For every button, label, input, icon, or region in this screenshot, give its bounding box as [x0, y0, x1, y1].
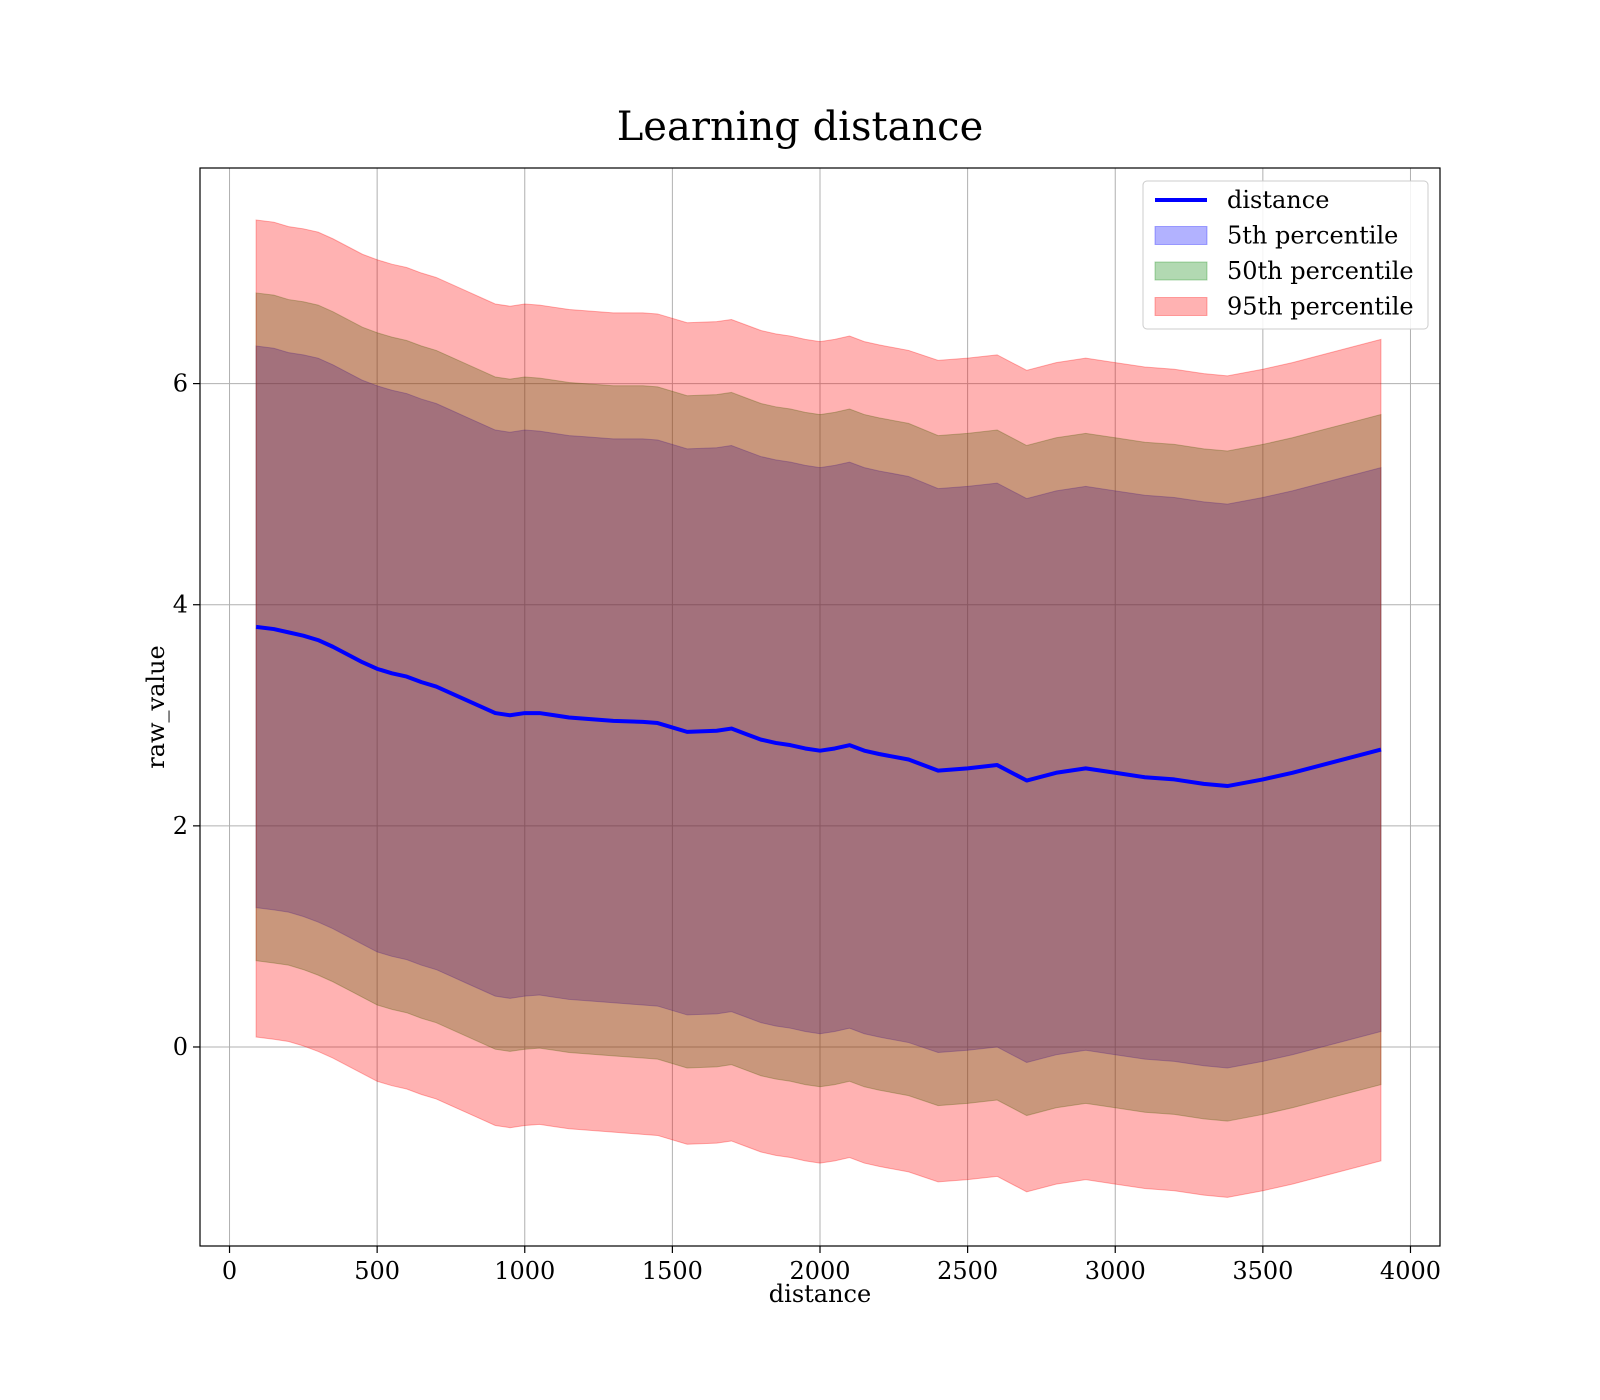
x-tick-label: 0 [222, 1257, 237, 1285]
line-distance [255, 624, 1382, 789]
x-tick-label: 3500 [1232, 1257, 1293, 1285]
x-tick-label: 3000 [1085, 1257, 1146, 1285]
legend-label: 50th percentile [1227, 257, 1414, 285]
chart-title: Learning distance [617, 104, 984, 150]
x-tick-label: 2000 [789, 1257, 850, 1285]
legend-item-50th-percentile: 50th percentile [1154, 257, 1414, 285]
y-tick-label: 6 [173, 370, 188, 398]
y-tick-label: 4 [173, 591, 188, 619]
legend-label: distance [1227, 186, 1329, 214]
legend-box [1142, 180, 1429, 330]
legend-swatch [1154, 297, 1208, 316]
legend-swatch [1154, 261, 1208, 281]
x-tick-label: 2500 [937, 1257, 998, 1285]
x-tick-label: 1000 [494, 1257, 555, 1285]
bands [255, 219, 1382, 1198]
legend-item-95th-percentile: 95th percentile [1154, 293, 1414, 321]
legend-item-distance: distance [1155, 186, 1329, 214]
band-95th-percentile [255, 219, 1382, 1198]
band-50th-percentile [255, 292, 1382, 1122]
y-tick-label: 2 [173, 812, 188, 840]
lines [255, 624, 1382, 789]
y-axis-label: raw_value [142, 645, 170, 769]
legend-item-5th-percentile: 5th percentile [1154, 222, 1398, 250]
legend-label: 95th percentile [1227, 293, 1414, 321]
y-tick-label: 0 [173, 1033, 188, 1061]
x-tick-label: 500 [354, 1257, 400, 1285]
band-5th-percentile [255, 345, 1382, 1069]
grid [200, 168, 1440, 1246]
x-ticks: 0 500 1000 1500 2000 2500 3000 3500 4000 [222, 1246, 1441, 1285]
legend-swatch [1154, 226, 1208, 245]
y-ticks: 0 2 4 6 [173, 370, 200, 1061]
legend: distance 5th percentile 50th percentile 95t… [1142, 180, 1429, 330]
x-axis-label: distance [769, 1280, 871, 1308]
legend-label: 5th percentile [1227, 222, 1398, 250]
x-tick-label: 1500 [642, 1257, 703, 1285]
x-tick-label: 4000 [1380, 1257, 1441, 1285]
